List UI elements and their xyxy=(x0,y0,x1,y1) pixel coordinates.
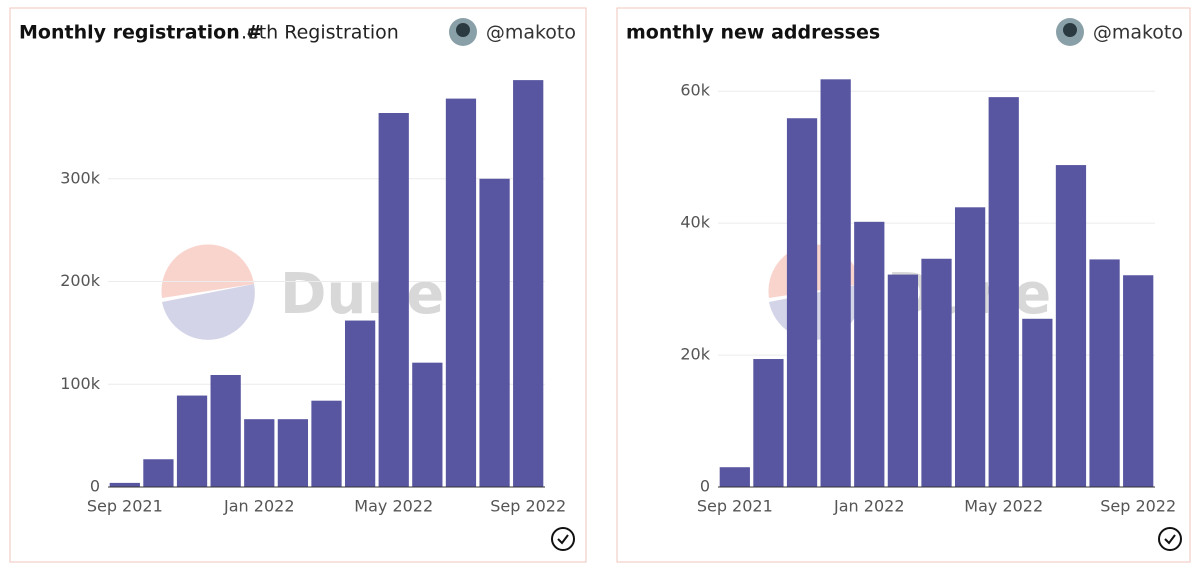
avatar-face xyxy=(1063,23,1077,37)
bar xyxy=(954,207,986,488)
watermark-logo xyxy=(161,244,254,298)
bar xyxy=(109,482,140,487)
bar xyxy=(786,118,818,487)
y-tick-label: 60k xyxy=(680,81,710,100)
bar xyxy=(143,459,174,487)
bar xyxy=(445,98,477,487)
avatar-face xyxy=(456,23,470,37)
bar xyxy=(1123,275,1154,487)
bar xyxy=(1089,259,1120,487)
chart-title: monthly new addresses xyxy=(626,22,880,44)
bar xyxy=(820,79,851,488)
chart-subtitle: .eth Registration xyxy=(241,22,399,44)
chart-title: Monthly registration # xyxy=(19,22,262,44)
x-tick-label: Jan 2022 xyxy=(223,497,294,516)
bar xyxy=(1022,318,1053,487)
y-tick-label: 40k xyxy=(680,213,710,232)
check-icon xyxy=(551,527,575,551)
x-tick-label: Sep 2021 xyxy=(697,497,773,516)
bar xyxy=(311,400,342,487)
y-tick-label: 100k xyxy=(60,374,101,393)
author: @makoto xyxy=(1093,22,1183,44)
bar xyxy=(887,274,919,487)
bar xyxy=(753,359,784,487)
bar xyxy=(479,178,510,487)
watermark-logo xyxy=(162,284,255,340)
y-tick-label: 20k xyxy=(680,345,710,364)
bar xyxy=(176,395,208,487)
x-tick-label: Sep 2021 xyxy=(87,497,163,516)
bar xyxy=(921,258,952,487)
check-icon xyxy=(557,534,569,545)
bar xyxy=(513,80,544,488)
bar xyxy=(344,320,376,487)
x-tick-label: May 2022 xyxy=(354,497,433,516)
x-tick-label: May 2022 xyxy=(964,497,1043,516)
bar xyxy=(378,112,409,488)
y-tick-label: 0 xyxy=(700,477,710,496)
x-tick-label: Jan 2022 xyxy=(833,497,904,516)
x-tick-label: Sep 2022 xyxy=(490,497,566,516)
bar xyxy=(412,362,443,487)
bar xyxy=(210,375,241,487)
y-tick-label: 200k xyxy=(60,271,101,290)
bar xyxy=(719,467,750,487)
bar xyxy=(277,419,309,487)
y-tick-label: 0 xyxy=(90,477,100,496)
check-icon xyxy=(1164,534,1176,545)
bar xyxy=(854,221,885,487)
author: @makoto xyxy=(486,22,576,44)
bar xyxy=(244,419,275,487)
bar xyxy=(1055,165,1087,487)
y-tick-label: 300k xyxy=(60,168,101,187)
bar xyxy=(988,97,1019,487)
x-tick-label: Sep 2022 xyxy=(1100,497,1176,516)
watermark: Dune xyxy=(280,262,444,327)
check-icon xyxy=(1158,527,1182,551)
